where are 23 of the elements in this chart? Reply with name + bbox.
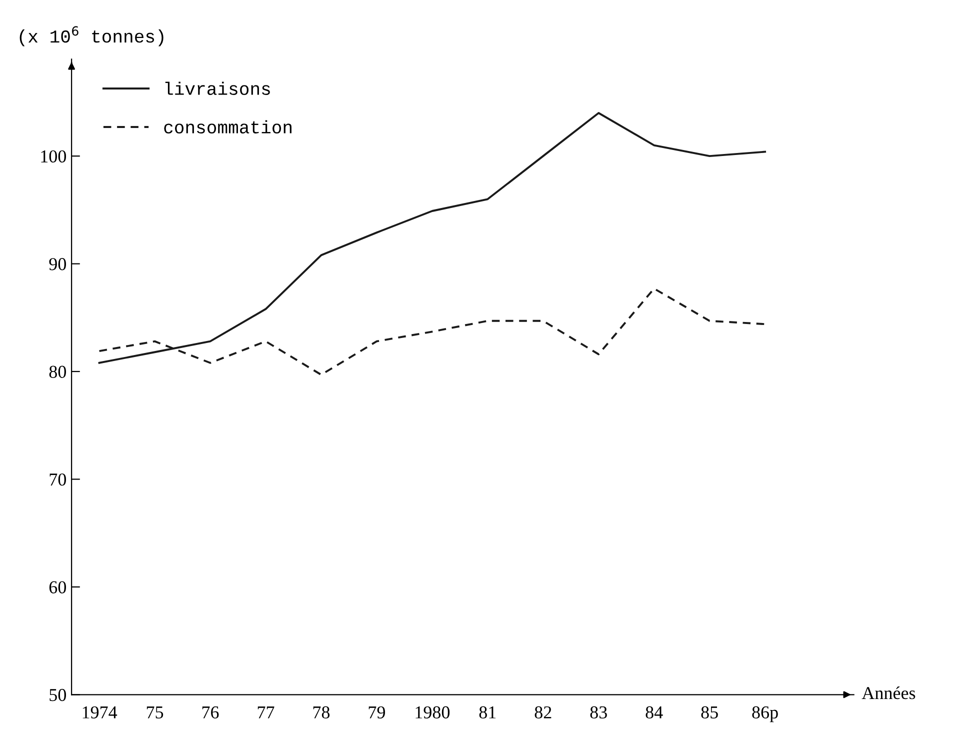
legend-label: consommation — [164, 120, 292, 134]
x-tick-label: 77 — [258, 706, 274, 718]
x-tick-label: 84 — [646, 706, 663, 718]
legend-label: livraisons — [165, 82, 270, 95]
x-axis-title: Années — [862, 686, 916, 700]
y-tick-label: 100 — [41, 150, 66, 163]
x-tick-label: 86p — [752, 706, 778, 722]
x-tick-label: 75 — [146, 706, 164, 718]
x-tick-label: 76 — [202, 706, 219, 718]
y-tick-label: 60 — [49, 581, 66, 594]
y-tick-label: 90 — [49, 258, 66, 270]
x-tick-label: 1980 — [416, 706, 450, 718]
y-tick-label: 50 — [50, 688, 66, 702]
x-tick-label: 82 — [534, 706, 552, 718]
y-axis-title: (x 10$^{6}$ tonnes) — [20, 26, 164, 46]
x-tick-label: 85 — [701, 706, 718, 718]
x-tick-label: 78 — [313, 706, 330, 718]
x-tick-label: 79 — [368, 706, 385, 718]
y-tick-label: 80 — [49, 366, 66, 378]
x-tick-label: 81 — [479, 706, 496, 718]
y-tick-label: 70 — [50, 473, 66, 486]
x-tick-label: 1974 — [82, 706, 118, 718]
x-tick-label: 83 — [590, 706, 607, 718]
